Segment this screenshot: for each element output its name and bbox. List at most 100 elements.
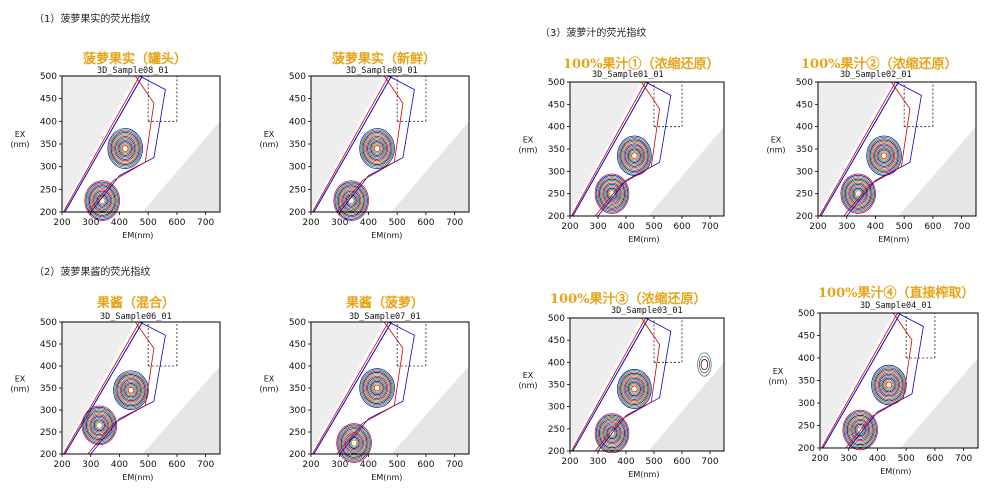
contour-line <box>364 134 390 163</box>
sample-name: 3D_Sample08_01 <box>97 66 169 76</box>
y-tick-label: 200 <box>289 208 306 218</box>
x-tick-label: 500 <box>140 218 157 228</box>
contour-line <box>607 428 617 438</box>
y-axis-unit: (nm) <box>768 377 787 386</box>
contour-line <box>93 419 105 432</box>
y-tick-label: 500 <box>289 318 306 328</box>
x-tick-label: 200 <box>302 460 319 470</box>
rayleigh-line-2 <box>63 75 140 213</box>
rayleigh-line-2 <box>819 81 896 217</box>
x-axis-label: EM(nm) <box>880 467 911 476</box>
y-axis-label: EX <box>15 130 26 139</box>
sample-name: 3D_Sample09_01 <box>346 66 418 76</box>
y-tick-label: 350 <box>289 384 306 394</box>
envelope-contour <box>594 81 661 217</box>
contour-line <box>123 381 139 399</box>
contour-line <box>855 190 862 197</box>
contour-line <box>842 176 874 212</box>
contour-line <box>842 409 878 451</box>
contour-line <box>870 140 898 171</box>
contour-line <box>349 438 359 448</box>
contour-line <box>350 439 358 447</box>
rayleigh-line <box>820 81 899 217</box>
x-tick-label: 700 <box>197 218 214 228</box>
contour-line <box>90 415 109 436</box>
scatter-region <box>142 121 220 212</box>
x-tick-label: 700 <box>701 222 718 232</box>
contour-line <box>618 136 651 175</box>
contour-line <box>631 385 638 393</box>
contour-line <box>846 414 874 446</box>
eem-contour-plot: 200 300 400 500 600 700 200 250 300 350 400 450 500 E… <box>766 78 977 244</box>
contour-line <box>110 132 140 165</box>
contour-line <box>91 188 114 214</box>
contour-line <box>697 352 712 377</box>
envelope-contour <box>848 312 924 449</box>
x-tick-label: 400 <box>617 222 634 232</box>
y-axis-unit: (nm) <box>10 140 29 149</box>
contour-line <box>597 177 627 210</box>
contour-line <box>89 414 110 437</box>
contour-line <box>87 411 112 439</box>
contour-line <box>364 374 390 402</box>
y-tick-label: 200 <box>798 444 815 454</box>
contour-line <box>594 413 630 454</box>
contour-line <box>594 173 630 214</box>
contour-line <box>339 186 364 215</box>
contour-line <box>623 143 646 169</box>
y-tick-label: 450 <box>289 340 306 350</box>
contour-line <box>843 411 877 449</box>
contour-line <box>335 182 367 219</box>
contour-line <box>371 382 383 394</box>
y-tick-label: 400 <box>289 362 306 372</box>
contour-line <box>113 370 149 410</box>
eem-contour-plot: 200 300 400 500 600 700 200 250 300 350 400 450 500 E… <box>259 72 470 240</box>
y-tick-label: 350 <box>548 381 565 391</box>
y-tick-label: 250 <box>548 190 565 200</box>
sample-name: 3D_Sample07_01 <box>349 312 421 322</box>
contour-line <box>120 143 130 154</box>
contour-line <box>843 177 873 210</box>
y-tick-label: 250 <box>796 190 813 200</box>
x-tick-label: 400 <box>617 457 634 467</box>
y-axis-label: EX <box>264 130 275 139</box>
y-tick-label: 500 <box>289 72 306 82</box>
contour-line <box>97 195 107 206</box>
contour-line <box>879 373 899 397</box>
contour-line <box>338 425 370 461</box>
contour-line <box>880 152 888 160</box>
contour-line <box>850 418 871 442</box>
contour-line <box>122 380 140 400</box>
eem-contour-plot: 200 300 400 500 600 700 200 250 300 350 400 450 500 E… <box>518 78 725 244</box>
contour-line <box>124 383 138 398</box>
sample-name: 3D_Sample04_01 <box>860 301 932 311</box>
y-tick-label: 250 <box>289 428 306 438</box>
y-tick-label: 400 <box>289 117 306 127</box>
eem-contour-plot: 200 300 400 500 600 700 200 250 300 350 400 450 500 E… <box>10 318 221 482</box>
contour-line <box>883 379 895 391</box>
contour-line <box>333 180 369 222</box>
contour-line <box>622 375 647 403</box>
envelope-contour <box>846 81 922 217</box>
envelope-contour <box>594 317 661 452</box>
contour-line <box>847 181 870 206</box>
y-axis-unit: (nm) <box>259 140 278 149</box>
y-tick-label: 250 <box>40 428 57 438</box>
y-tick-label: 500 <box>40 72 57 82</box>
contour-line <box>346 195 356 206</box>
x-axis-label: EM(nm) <box>122 473 153 482</box>
x-tick-label: 200 <box>561 457 578 467</box>
y-tick-label: 450 <box>40 340 57 350</box>
contour-line <box>337 185 365 216</box>
y-tick-label: 450 <box>548 100 565 110</box>
contour-line <box>115 137 136 160</box>
x-tick-label: 300 <box>82 460 99 470</box>
contour-line <box>877 148 891 163</box>
contour-line <box>884 380 894 390</box>
y-tick-label: 400 <box>40 362 57 372</box>
rayleigh-line-2 <box>571 317 646 452</box>
contour-line <box>873 143 896 169</box>
contour-line <box>624 377 645 400</box>
contour-line <box>627 148 641 163</box>
x-tick-label: 600 <box>924 222 941 232</box>
